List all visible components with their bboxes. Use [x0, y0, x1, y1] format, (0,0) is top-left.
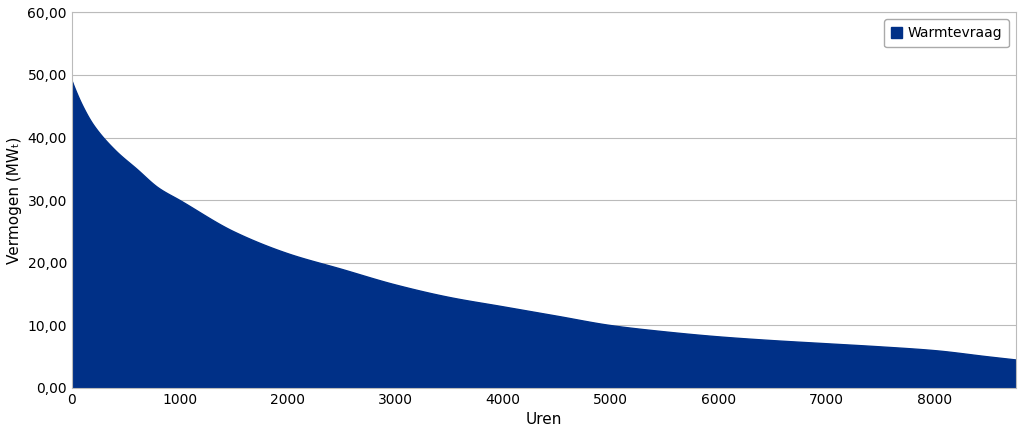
Y-axis label: Vermogen (MWₜ): Vermogen (MWₜ) — [7, 136, 21, 264]
Legend: Warmtevraag: Warmtevraag — [884, 20, 1009, 47]
X-axis label: Uren: Uren — [526, 412, 563, 427]
